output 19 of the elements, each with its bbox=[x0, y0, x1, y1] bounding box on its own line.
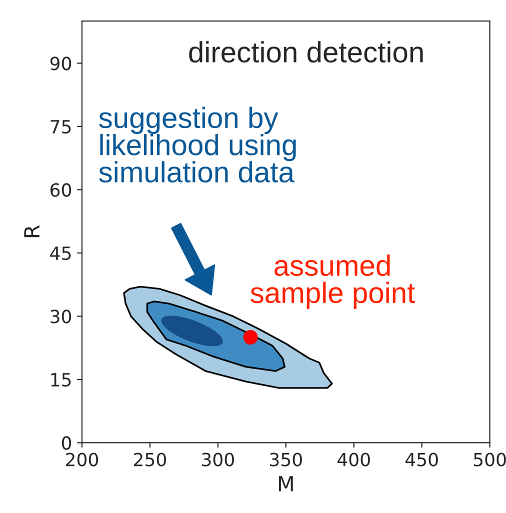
x-tick-label: 400 bbox=[338, 452, 370, 466]
y-tick-label: 0 bbox=[62, 436, 72, 450]
x-axis-title: M bbox=[278, 476, 293, 492]
x-tick-label: 350 bbox=[270, 452, 302, 466]
annotation: assumed sample point bbox=[250, 254, 415, 309]
y-tick-label: 90 bbox=[50, 56, 72, 70]
y-tick-label: 45 bbox=[50, 246, 71, 260]
y-axis-title: R bbox=[24, 225, 40, 238]
x-tick-label: 450 bbox=[405, 452, 438, 466]
x-tick-label: 300 bbox=[202, 452, 234, 466]
y-tick-label: 30 bbox=[50, 310, 72, 324]
y-tick-label: 60 bbox=[50, 183, 72, 197]
x-tick-label: 250 bbox=[134, 452, 166, 466]
x-tick-label: 200 bbox=[66, 452, 98, 466]
y-tick-label: 15 bbox=[51, 373, 71, 387]
y-tick-label: 75 bbox=[50, 120, 71, 134]
text: direction detection bbox=[189, 41, 423, 63]
annotation: suggestion by likelihood using simulation data bbox=[99, 106, 296, 183]
x-tick-label: 500 bbox=[474, 452, 506, 466]
